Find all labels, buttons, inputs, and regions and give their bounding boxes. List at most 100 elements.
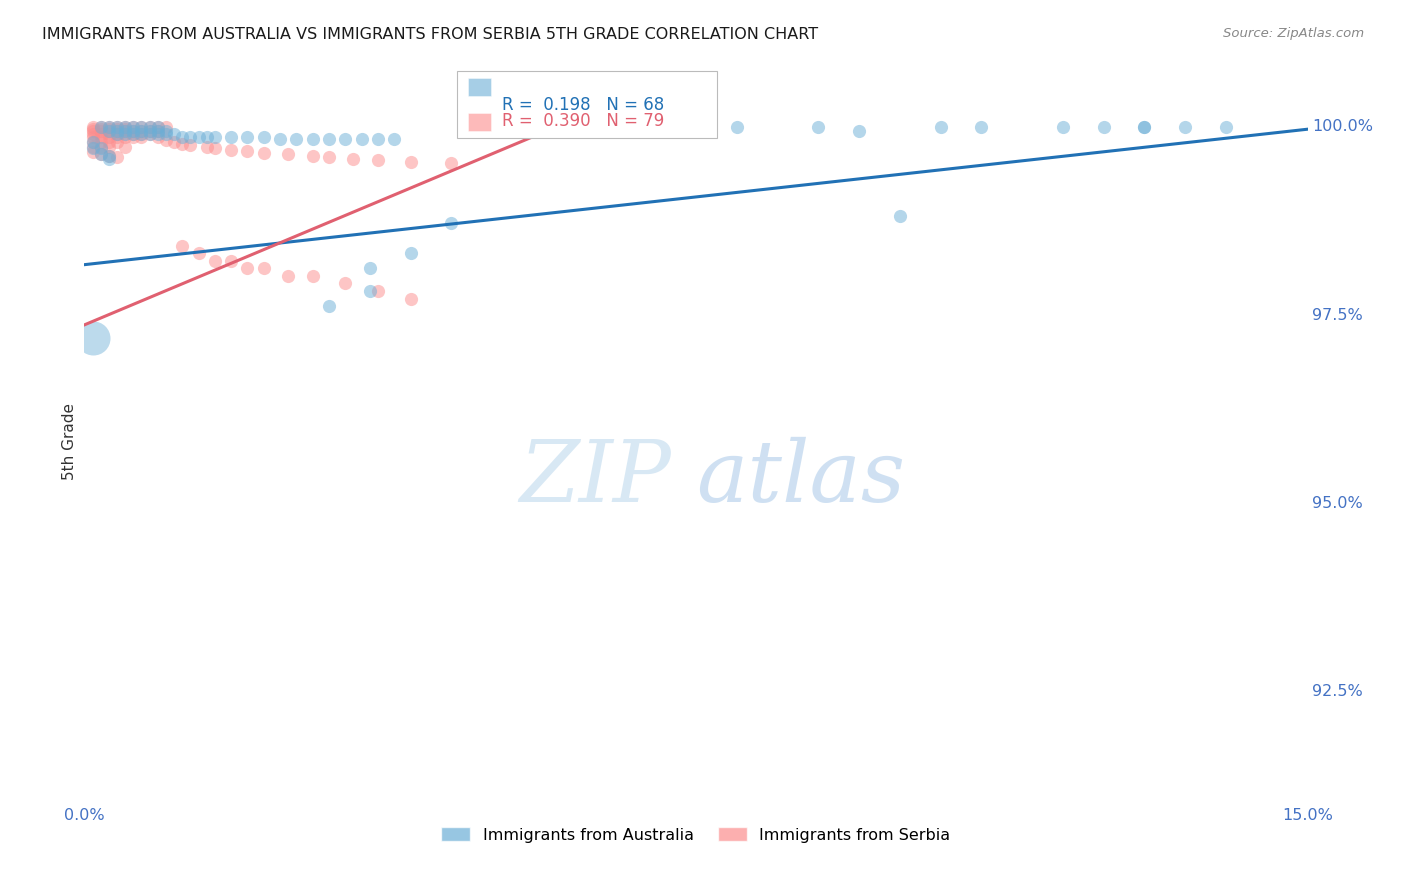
Text: IMMIGRANTS FROM AUSTRALIA VS IMMIGRANTS FROM SERBIA 5TH GRADE CORRELATION CHART: IMMIGRANTS FROM AUSTRALIA VS IMMIGRANTS … xyxy=(42,27,818,42)
Point xyxy=(105,124,128,138)
Point xyxy=(219,129,242,144)
Point xyxy=(1133,120,1156,134)
Point xyxy=(97,139,120,153)
Point xyxy=(97,122,120,136)
Point xyxy=(114,124,136,138)
Point xyxy=(82,145,104,159)
Text: R =  0.390   N = 79: R = 0.390 N = 79 xyxy=(502,112,664,129)
Point xyxy=(359,284,381,298)
Legend: Immigrants from Australia, Immigrants from Serbia: Immigrants from Australia, Immigrants fr… xyxy=(434,821,957,849)
Point xyxy=(105,135,128,149)
Point xyxy=(481,120,503,134)
Point xyxy=(219,143,242,157)
Point xyxy=(204,129,226,144)
Point xyxy=(204,254,226,268)
Point xyxy=(342,152,364,166)
Point xyxy=(301,268,323,283)
Point xyxy=(82,331,104,345)
Point xyxy=(163,135,186,149)
Point xyxy=(131,128,153,142)
Point xyxy=(367,132,389,146)
Point xyxy=(848,124,870,138)
Point xyxy=(138,120,160,134)
Point xyxy=(155,128,177,142)
Point xyxy=(522,120,544,134)
Point xyxy=(82,135,104,149)
Point xyxy=(163,128,186,142)
Point xyxy=(277,268,299,283)
Point xyxy=(105,128,128,142)
Point xyxy=(97,124,120,138)
Point xyxy=(114,120,136,134)
Point xyxy=(131,120,153,134)
Point xyxy=(253,129,276,144)
Point xyxy=(146,120,169,134)
Point xyxy=(301,132,323,146)
Point xyxy=(146,124,169,138)
Point xyxy=(138,124,160,138)
Point xyxy=(90,120,112,134)
Point xyxy=(929,120,952,134)
Y-axis label: 5th Grade: 5th Grade xyxy=(62,403,77,480)
Text: ZIP: ZIP xyxy=(520,436,672,519)
Point xyxy=(195,139,218,153)
Point xyxy=(146,124,169,138)
Point xyxy=(644,120,666,134)
Point xyxy=(146,120,169,134)
Point xyxy=(1092,120,1115,134)
Text: Source: ZipAtlas.com: Source: ZipAtlas.com xyxy=(1223,27,1364,40)
Point xyxy=(131,124,153,138)
Point xyxy=(90,147,112,161)
Point xyxy=(219,254,242,268)
Point xyxy=(82,122,104,136)
Point xyxy=(440,216,463,230)
Point xyxy=(122,128,145,142)
Point xyxy=(889,209,911,223)
Point xyxy=(105,120,128,134)
Text: atlas: atlas xyxy=(696,436,905,519)
Point xyxy=(562,120,585,134)
Point xyxy=(105,122,128,136)
Point xyxy=(90,135,112,149)
Point xyxy=(335,132,357,146)
Point xyxy=(179,129,201,144)
Point xyxy=(97,120,120,134)
Point xyxy=(97,124,120,138)
Point xyxy=(285,132,308,146)
Point xyxy=(114,120,136,134)
Point xyxy=(138,128,160,142)
Point xyxy=(90,124,112,138)
Point xyxy=(114,124,136,138)
Point xyxy=(807,120,830,134)
Point xyxy=(122,128,145,142)
Point xyxy=(335,277,357,291)
Point xyxy=(204,141,226,155)
Point xyxy=(97,153,120,167)
Point xyxy=(725,120,748,134)
Point xyxy=(195,129,218,144)
Point xyxy=(399,154,422,169)
Point xyxy=(90,122,112,136)
Point xyxy=(131,130,153,145)
Point xyxy=(172,129,194,144)
Point xyxy=(138,120,160,134)
Point xyxy=(318,299,340,313)
Point xyxy=(114,139,136,153)
Point xyxy=(90,130,112,145)
Point xyxy=(146,128,169,142)
Point xyxy=(90,141,112,155)
Text: R =  0.198   N = 68: R = 0.198 N = 68 xyxy=(502,96,664,114)
Point xyxy=(122,124,145,138)
Point xyxy=(603,120,626,134)
Point xyxy=(105,128,128,142)
Point xyxy=(82,135,104,149)
Point xyxy=(269,132,291,146)
Point xyxy=(114,122,136,136)
Point xyxy=(82,130,104,145)
Point xyxy=(122,130,145,145)
Point xyxy=(236,129,259,144)
Point xyxy=(82,120,104,134)
Point xyxy=(253,261,276,276)
Point xyxy=(105,130,128,145)
Point xyxy=(90,128,112,142)
